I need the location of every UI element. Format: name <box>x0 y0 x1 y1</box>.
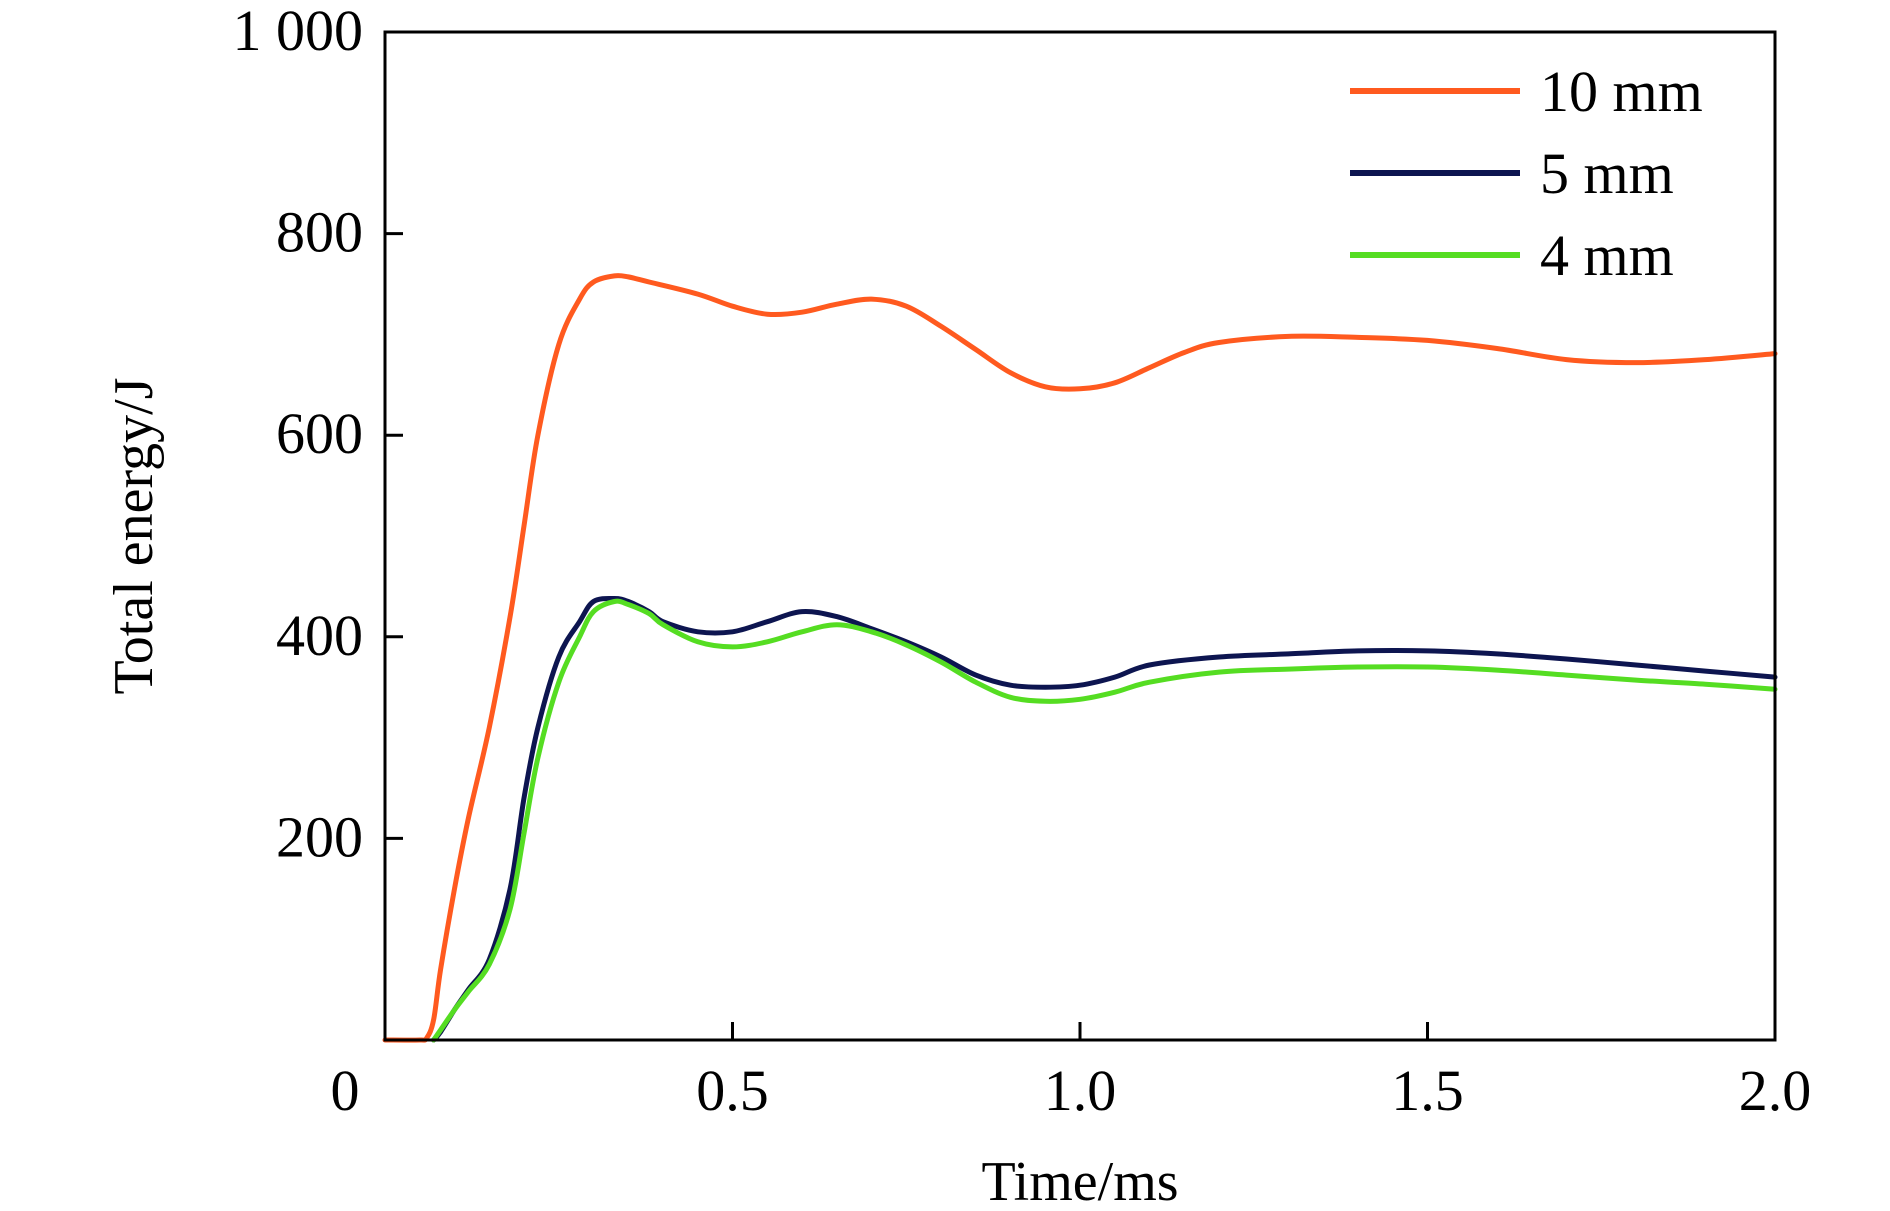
x-tick-label: 0 <box>331 1058 360 1123</box>
y-tick-label: 400 <box>276 603 363 668</box>
series-line-2 <box>431 595 1778 1043</box>
x-tick-label: 1.5 <box>1391 1058 1464 1123</box>
legend-label-1: 10 mm <box>1540 59 1703 124</box>
y-tick-label: 600 <box>276 401 363 466</box>
legend-label-3: 4 mm <box>1540 223 1674 288</box>
x-tick-label: 2.0 <box>1739 1058 1812 1123</box>
ticks-layer: 0 0.5 1.0 1.5 2.0 200 400 600 800 1 000 <box>233 0 1812 1123</box>
x-tick-label: 1.0 <box>1044 1058 1117 1123</box>
series-line-1 <box>382 273 1778 1043</box>
x-axis-title: Time/ms <box>981 1151 1178 1211</box>
x-tick-label: 0.5 <box>696 1058 769 1123</box>
series-line-3 <box>431 598 1778 1043</box>
y-tick-label: 200 <box>276 804 363 869</box>
legend-label-2: 5 mm <box>1540 141 1674 206</box>
legend: 10 mm 5 mm 4 mm <box>1350 59 1703 288</box>
y-tick-label: 800 <box>276 200 363 265</box>
series-layer <box>382 273 1778 1043</box>
y-tick-label: 1 000 <box>233 0 364 63</box>
y-axis-title: Total energy/J <box>103 378 165 695</box>
